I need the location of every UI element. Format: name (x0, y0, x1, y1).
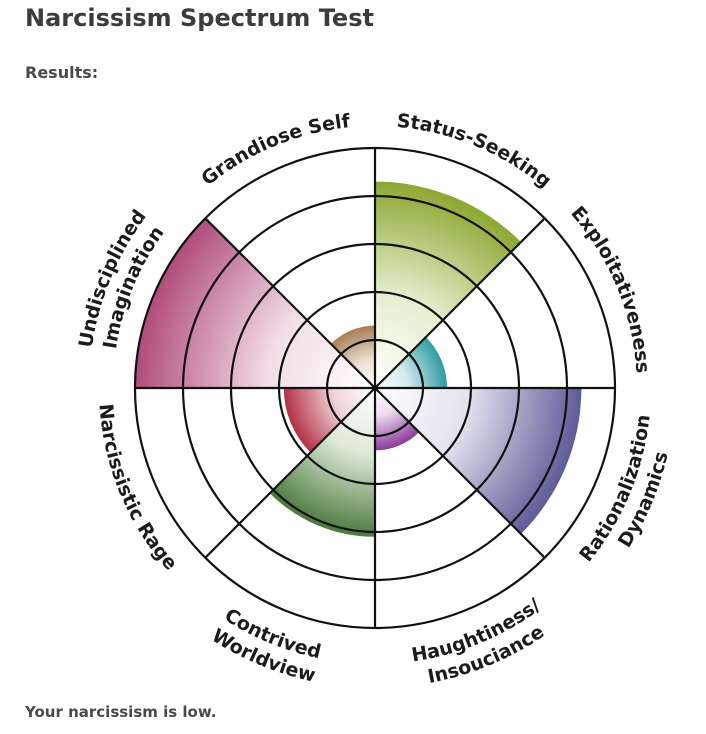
grid-spoke (374, 217, 546, 389)
sector-status-seeking (375, 181, 521, 388)
category-label: Exploitativeness (566, 202, 653, 374)
grid-spoke (374, 387, 546, 559)
narcissism-spectrum-chart: Status-SeekingExploitativenessRationaliz… (75, 110, 673, 688)
result-conclusion: Your narcissism is low. (25, 703, 217, 721)
sector-rationalization-dynamics (375, 388, 582, 534)
grid-spoke (204, 217, 376, 389)
grid (133, 146, 617, 630)
results-heading: Results: (25, 63, 99, 82)
sectors (135, 181, 582, 537)
category-label: Grandiose Self (197, 110, 352, 190)
sector-contrived-worldview (269, 388, 375, 537)
sector-undisciplined-imagination (135, 218, 375, 388)
sector-narcissistic-rage (283, 388, 375, 453)
sector-exploitativeness (375, 337, 447, 388)
category-label: Status-Seeking (396, 110, 556, 192)
page-title: Narcissism Spectrum Test (25, 4, 374, 32)
grid-spoke (204, 387, 376, 559)
